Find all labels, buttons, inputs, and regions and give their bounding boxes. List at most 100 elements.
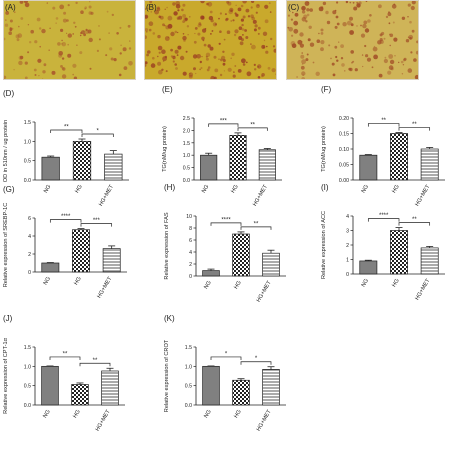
stain-droplet bbox=[96, 49, 99, 53]
stain-droplet bbox=[30, 29, 34, 34]
stain-droplet bbox=[342, 22, 347, 27]
stain-droplet bbox=[247, 15, 251, 18]
stain-droplet bbox=[25, 3, 27, 5]
stain-droplet bbox=[174, 30, 178, 34]
stain-droplet bbox=[305, 20, 308, 23]
stain-droplet bbox=[186, 25, 190, 28]
stain-droplet bbox=[230, 20, 232, 22]
stain-droplet bbox=[49, 27, 51, 29]
y-tick-label: 2 bbox=[28, 252, 31, 258]
stain-droplet bbox=[145, 64, 147, 67]
stain-droplet bbox=[401, 16, 406, 20]
y-tick-label: 1.5 bbox=[24, 120, 31, 126]
stain-droplet bbox=[118, 73, 122, 77]
stain-droplet bbox=[61, 67, 65, 70]
stain-droplet bbox=[200, 24, 202, 26]
stain-droplet bbox=[349, 1, 352, 4]
stain-droplet bbox=[344, 70, 346, 72]
stain-droplet bbox=[4, 23, 9, 27]
stain-droplet bbox=[414, 74, 418, 79]
stain-droplet bbox=[209, 46, 214, 51]
stain-droplet bbox=[299, 43, 304, 48]
stain-droplet bbox=[392, 21, 395, 24]
x-tick-label: NG bbox=[43, 276, 52, 286]
significance-stars: ** bbox=[250, 122, 255, 128]
stain-droplet bbox=[291, 34, 294, 37]
stain-droplet bbox=[241, 38, 244, 42]
stain-droplet bbox=[377, 40, 382, 45]
significance-stars: *** bbox=[220, 118, 228, 124]
stain-droplet bbox=[157, 34, 161, 39]
stain-droplet bbox=[9, 19, 13, 23]
stain-droplet bbox=[297, 39, 303, 45]
panel-label: (F) bbox=[321, 85, 332, 94]
stain-droplet bbox=[29, 41, 32, 44]
stain-droplet bbox=[410, 5, 415, 11]
stain-droplet bbox=[407, 16, 409, 18]
stain-droplet bbox=[338, 41, 340, 43]
stain-droplet bbox=[23, 1, 28, 4]
micrograph-label: (B) bbox=[146, 3, 157, 12]
stain-droplet bbox=[60, 65, 63, 68]
stain-droplet bbox=[210, 33, 212, 35]
stain-droplet bbox=[167, 15, 173, 21]
stain-droplet bbox=[164, 8, 166, 10]
stain-droplet bbox=[39, 45, 41, 48]
y-tick-label: 1.5 bbox=[185, 345, 192, 351]
stain-droplet bbox=[379, 38, 383, 42]
stain-droplet bbox=[257, 26, 261, 30]
stain-droplet bbox=[361, 54, 364, 56]
stain-droplet bbox=[19, 1, 24, 4]
stain-droplet bbox=[36, 17, 41, 22]
bar bbox=[258, 149, 276, 181]
stain-droplet bbox=[219, 12, 222, 15]
y-tick-label: 2 bbox=[346, 243, 349, 249]
stain-droplet bbox=[67, 4, 70, 7]
stain-droplet bbox=[129, 40, 131, 42]
stain-droplet bbox=[334, 25, 338, 29]
significance-bracket bbox=[237, 127, 268, 131]
stain-droplet bbox=[290, 18, 293, 21]
x-tick-label: HG+MET bbox=[96, 275, 113, 299]
stain-droplet bbox=[238, 26, 243, 31]
stain-droplet bbox=[293, 28, 299, 34]
micrograph-c bbox=[286, 0, 419, 80]
stain-droplet bbox=[293, 20, 299, 26]
stain-droplet bbox=[197, 24, 201, 28]
stain-droplet bbox=[230, 57, 232, 60]
y-tick-label: 1.0 bbox=[24, 139, 31, 145]
stain-droplet bbox=[18, 25, 20, 28]
stain-droplet bbox=[378, 73, 383, 78]
stain-droplet bbox=[242, 34, 244, 36]
stain-droplet bbox=[336, 59, 339, 62]
stain-droplet bbox=[301, 5, 306, 11]
stain-droplet bbox=[38, 75, 40, 77]
stain-droplet bbox=[389, 59, 395, 65]
stain-droplet bbox=[176, 54, 179, 56]
stain-droplet bbox=[257, 76, 261, 79]
stain-droplet bbox=[348, 67, 352, 71]
stain-droplet bbox=[119, 26, 122, 29]
significance-bracket bbox=[367, 218, 400, 222]
stain-droplet bbox=[167, 36, 169, 39]
stain-droplet bbox=[145, 35, 147, 40]
stain-droplet bbox=[241, 58, 246, 64]
stain-droplet bbox=[15, 34, 20, 39]
stain-droplet bbox=[119, 52, 122, 55]
stain-droplet bbox=[158, 51, 161, 54]
stain-droplet bbox=[67, 53, 72, 58]
stain-droplet bbox=[407, 68, 413, 73]
stain-droplet bbox=[302, 74, 304, 76]
stain-droplet bbox=[261, 44, 266, 49]
stain-droplet bbox=[72, 73, 74, 76]
significance-bracket bbox=[210, 222, 242, 226]
y-tick-label: 0.20 bbox=[339, 116, 349, 122]
y-tick-label: 0.0 bbox=[24, 403, 31, 409]
stain-droplet bbox=[200, 15, 205, 20]
stain-droplet bbox=[354, 68, 358, 72]
stain-droplet bbox=[391, 4, 397, 9]
stain-droplet bbox=[195, 72, 197, 75]
stain-droplet bbox=[182, 71, 187, 76]
stain-droplet bbox=[393, 37, 398, 42]
stain-droplet bbox=[250, 14, 254, 18]
